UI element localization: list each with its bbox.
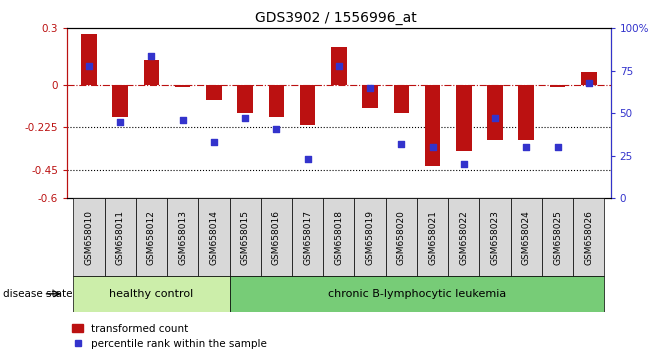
Bar	[550, 85, 565, 87]
Bar	[175, 85, 191, 87]
Text: GSM658018: GSM658018	[334, 210, 344, 265]
Text: GSM658021: GSM658021	[428, 210, 437, 265]
Bar	[113, 85, 128, 117]
Bar	[456, 85, 472, 151]
Bar	[393, 85, 409, 113]
Bar	[300, 85, 315, 125]
Bar	[331, 47, 347, 85]
Text: chronic B-lymphocytic leukemia: chronic B-lymphocytic leukemia	[328, 289, 506, 299]
Bar	[581, 72, 597, 85]
Text: GSM658024: GSM658024	[522, 210, 531, 264]
Text: GSM658015: GSM658015	[241, 210, 250, 265]
Text: GSM658013: GSM658013	[178, 210, 187, 265]
Point	[84, 63, 95, 69]
Bar	[386, 198, 417, 276]
Bar	[206, 85, 221, 100]
Bar	[519, 85, 534, 140]
Bar	[144, 61, 159, 85]
Bar	[479, 198, 511, 276]
Text: GSM658012: GSM658012	[147, 210, 156, 265]
Bar	[167, 198, 199, 276]
Text: healthy control: healthy control	[109, 289, 193, 299]
Text: GSM658014: GSM658014	[209, 210, 218, 265]
Point	[177, 117, 188, 123]
Bar	[542, 198, 573, 276]
Bar	[81, 34, 97, 85]
Bar	[229, 276, 605, 312]
Point	[521, 144, 531, 150]
Bar	[487, 85, 503, 140]
Point	[552, 144, 563, 150]
Point	[115, 119, 125, 125]
Point	[146, 53, 157, 58]
Bar	[354, 198, 386, 276]
Text: GSM658022: GSM658022	[460, 210, 468, 264]
Point	[209, 139, 219, 145]
Text: GSM658020: GSM658020	[397, 210, 406, 265]
Text: GSM658023: GSM658023	[491, 210, 499, 265]
Point	[302, 156, 313, 162]
Point	[271, 126, 282, 131]
Bar	[362, 85, 378, 108]
Point	[240, 115, 250, 121]
Bar	[73, 276, 229, 312]
Bar	[105, 198, 136, 276]
Bar	[73, 198, 105, 276]
Text: disease state: disease state	[3, 289, 73, 299]
Text: GSM658017: GSM658017	[303, 210, 312, 265]
Text: GSM658011: GSM658011	[115, 210, 125, 265]
Point	[490, 115, 501, 121]
Point	[333, 63, 344, 69]
Bar	[199, 198, 229, 276]
Text: GSM658025: GSM658025	[553, 210, 562, 265]
Point	[427, 144, 438, 150]
Point	[458, 161, 469, 167]
Point	[365, 85, 376, 91]
Bar	[448, 198, 479, 276]
Text: GSM658019: GSM658019	[366, 210, 374, 265]
Bar	[261, 198, 292, 276]
Text: GSM658010: GSM658010	[85, 210, 93, 265]
Bar	[323, 198, 354, 276]
Bar	[511, 198, 542, 276]
Bar	[238, 85, 253, 113]
Bar	[292, 198, 323, 276]
Point	[583, 80, 594, 86]
Bar	[425, 85, 440, 166]
Text: GDS3902 / 1556996_at: GDS3902 / 1556996_at	[254, 11, 417, 25]
Bar	[417, 198, 448, 276]
Bar	[229, 198, 261, 276]
Text: GSM658026: GSM658026	[584, 210, 593, 265]
Point	[396, 141, 407, 147]
Text: GSM658016: GSM658016	[272, 210, 281, 265]
Bar	[573, 198, 605, 276]
Bar	[136, 198, 167, 276]
Bar	[268, 85, 285, 117]
Legend: transformed count, percentile rank within the sample: transformed count, percentile rank withi…	[72, 324, 267, 349]
